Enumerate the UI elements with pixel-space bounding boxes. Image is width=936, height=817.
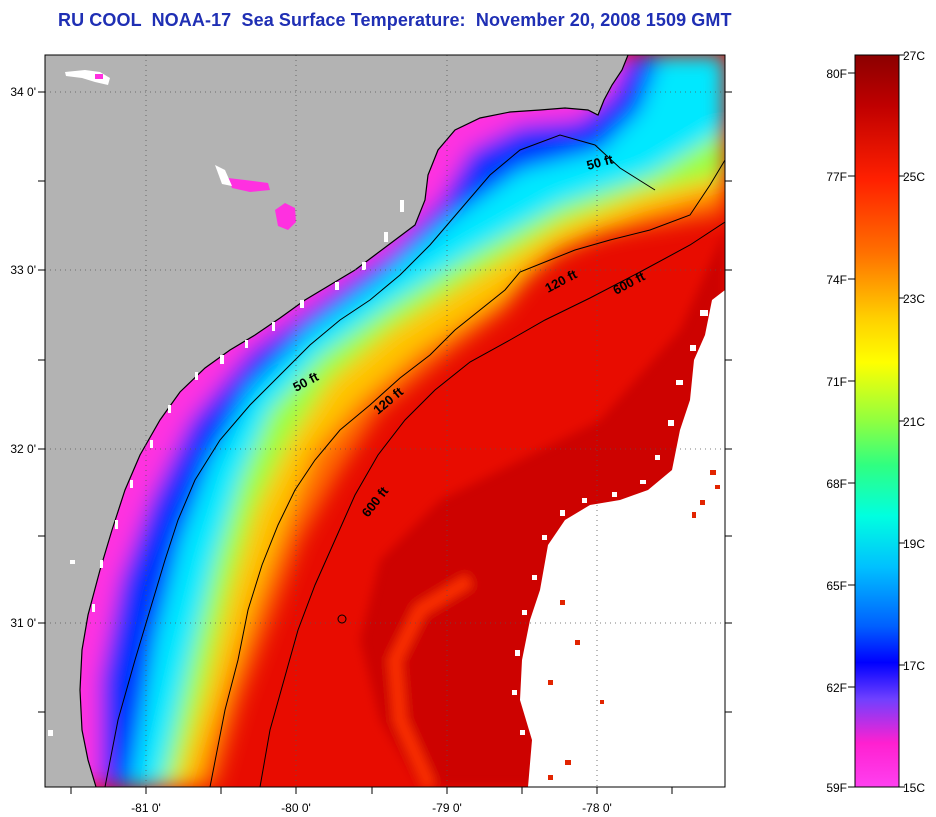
- lat-label-31: 31 0': [10, 616, 36, 630]
- scale-label-59F: 59F: [826, 781, 847, 795]
- coastline: [79, 55, 629, 787]
- scale-label-74F: 74F: [826, 273, 847, 287]
- scale-label-19C: 19C: [903, 537, 925, 551]
- scale-label-68F: 68F: [826, 477, 847, 491]
- scale-label-17C: 17C: [903, 659, 925, 673]
- scale-label-62F: 62F: [826, 681, 847, 695]
- lat-label-34: 34 0': [10, 85, 36, 99]
- scale-label-80F: 80F: [826, 67, 847, 81]
- celsius-labels: 27C 25C 23C 21C 19C 17C 15C: [903, 49, 925, 795]
- longitude-labels: -81 0' -80 0' -79 0' -78 0': [131, 801, 612, 815]
- lon-label-79: -79 0': [432, 801, 462, 815]
- lat-label-33: 33 0': [10, 263, 36, 277]
- latitude-labels: 34 0' 33 0' 32 0' 31 0': [10, 85, 36, 630]
- lon-label-78: -78 0': [582, 801, 612, 815]
- lon-label-80: -80 0': [281, 801, 311, 815]
- scale-label-23C: 23C: [903, 292, 925, 306]
- isobath-120ft: [209, 159, 725, 787]
- isobath-label-50ft-north: 50 ft: [585, 151, 615, 173]
- scale-label-21C: 21C: [903, 415, 925, 429]
- scale-label-27C: 27C: [903, 49, 925, 63]
- coastal-islands: [48, 200, 404, 736]
- no-data-region: [512, 290, 725, 787]
- scale-label-15C: 15C: [903, 781, 925, 795]
- color-scale: 80F 77F 74F 71F 68F 65F 62F 59F 27C 25C …: [826, 49, 925, 795]
- sst-map: 50 ft 50 ft 120 ft 120 ft 600 ft 600 ft: [45, 55, 725, 787]
- scale-label-25C: 25C: [903, 170, 925, 184]
- isobath-50ft: [104, 134, 656, 787]
- land-mass: [45, 55, 628, 787]
- scale-label-71F: 71F: [826, 375, 847, 389]
- lat-label-32: 32 0': [10, 442, 36, 456]
- buoy-marker: [337, 614, 347, 624]
- inland-lakes: [65, 70, 296, 230]
- graticule: [45, 55, 725, 787]
- color-scale-bar: [855, 55, 899, 787]
- scale-label-65F: 65F: [826, 579, 847, 593]
- axis-ticks: [38, 91, 732, 794]
- lon-label-81: -81 0': [131, 801, 161, 815]
- map-frame: [44, 54, 726, 788]
- isobath-600ft: [259, 221, 725, 787]
- map-title: RU COOL NOAA-17 Sea Surface Temperature:…: [58, 10, 732, 30]
- fahrenheit-labels: 80F 77F 74F 71F 68F 65F 62F 59F: [826, 67, 847, 795]
- scale-label-77F: 77F: [826, 170, 847, 184]
